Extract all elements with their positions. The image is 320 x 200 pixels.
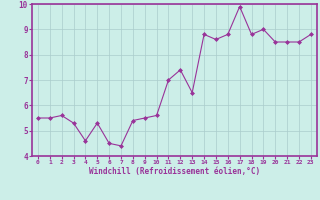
X-axis label: Windchill (Refroidissement éolien,°C): Windchill (Refroidissement éolien,°C) bbox=[89, 167, 260, 176]
